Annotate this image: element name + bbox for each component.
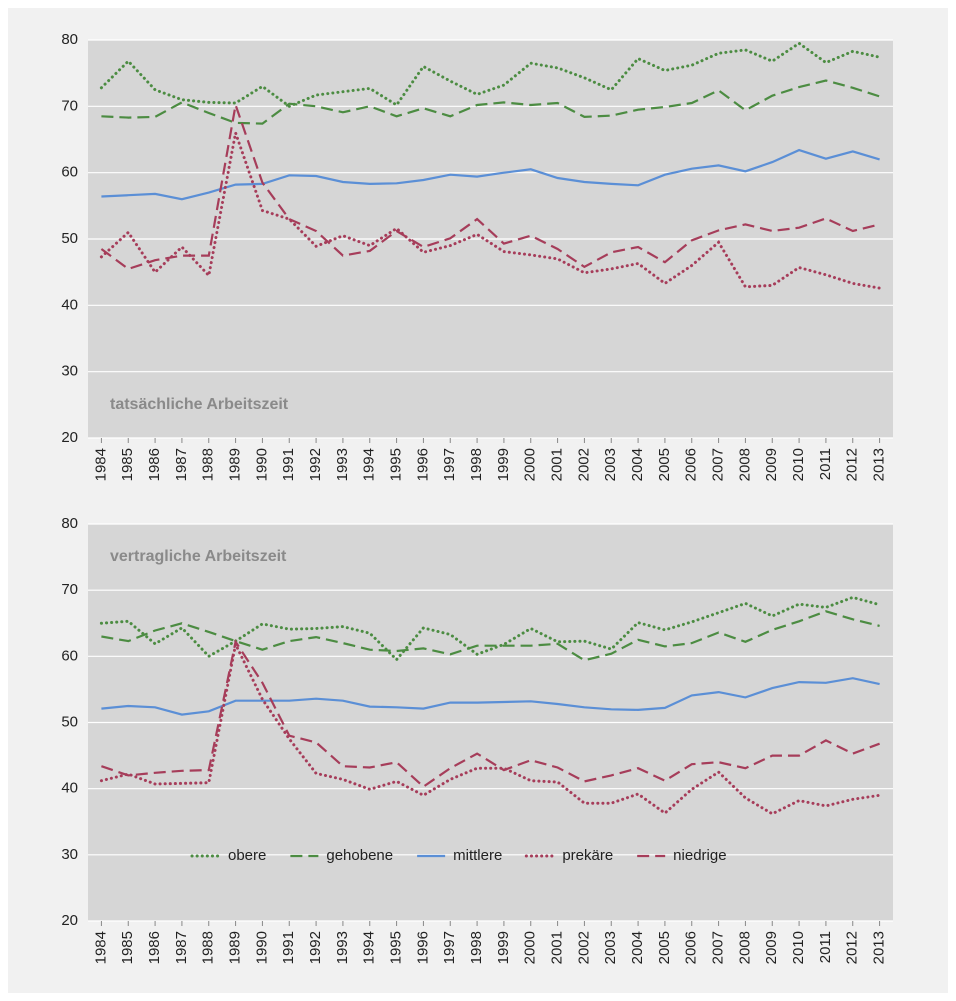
x-tick-label: 1991 (280, 448, 297, 481)
x-tick-label: 1986 (146, 931, 163, 964)
x-tick-label: 1994 (361, 931, 378, 964)
x-tick-label: 1990 (253, 448, 270, 481)
y-tick-label: 20 (61, 912, 78, 929)
series-line (99, 595, 882, 662)
x-tick-label: 2009 (763, 448, 780, 481)
x-tick-label: 2002 (575, 448, 592, 481)
x-tick-label: 1987 (173, 448, 190, 481)
x-tick-label: 1999 (495, 448, 512, 481)
x-tick-label: 1985 (119, 448, 136, 481)
x-tick-label: 2007 (710, 931, 727, 964)
x-tick-label: 2006 (683, 931, 700, 964)
x-tick-label: 1998 (468, 448, 485, 481)
x-tick-label: 1994 (361, 448, 378, 481)
x-tick-label: 2004 (629, 931, 646, 964)
x-tick-label: 1996 (414, 931, 431, 964)
x-tick-label: 2013 (871, 448, 888, 481)
legend-label: niedrige (673, 847, 726, 864)
x-tick-label: 1998 (468, 931, 485, 964)
annotation: vertragliche Arbeitszeit (110, 548, 287, 565)
y-tick-label: 30 (61, 846, 78, 863)
y-tick-label: 80 (61, 31, 78, 48)
x-tick-label: 2001 (549, 931, 566, 964)
x-tick-label: 1992 (307, 931, 324, 964)
x-tick-label: 2012 (844, 931, 861, 964)
x-tick-label: 1993 (334, 448, 351, 481)
x-tick-label: 2008 (736, 448, 753, 481)
series-line (99, 127, 882, 290)
x-tick-label: 1991 (280, 931, 297, 964)
x-tick-label: 1988 (200, 448, 217, 481)
y-tick-label: 80 (61, 515, 78, 532)
legend-label: gehobene (326, 847, 393, 864)
series-line (101, 148, 880, 201)
y-tick-label: 30 (61, 363, 78, 380)
x-tick-label: 2004 (629, 448, 646, 481)
series-line (101, 79, 880, 125)
legend: obere gehobene mittlere prekäre niedrige (190, 847, 727, 864)
x-tick-label: 1985 (119, 931, 136, 964)
x-tick-label: 2003 (602, 931, 619, 964)
x-tick-label: 1997 (441, 448, 458, 481)
y-tick-label: 70 (61, 581, 78, 598)
y-tick-label: 40 (61, 780, 78, 797)
series-line (99, 639, 882, 816)
x-tick-label: 1987 (173, 931, 190, 964)
x-tick-label: 2011 (817, 448, 834, 480)
y-tick-label: 20 (61, 429, 78, 446)
x-tick-label: 2006 (683, 448, 700, 481)
x-tick-label: 1995 (388, 931, 405, 964)
x-tick-label: 1996 (414, 448, 431, 481)
x-tick-label: 2009 (763, 931, 780, 964)
x-tick-label: 2008 (736, 931, 753, 964)
series-line (100, 100, 880, 271)
x-tick-label: 1989 (227, 448, 244, 481)
x-tick-label: 1993 (334, 931, 351, 964)
x-tick-label: 2000 (522, 448, 539, 481)
x-tick-label: 2007 (710, 448, 727, 481)
y-tick-label: 40 (61, 296, 78, 313)
x-tick-label: 2001 (549, 448, 566, 481)
y-tick-label: 60 (61, 164, 78, 181)
x-tick-label: 2012 (844, 448, 861, 481)
x-tick-label: 2005 (656, 931, 673, 964)
x-tick-label: 2013 (871, 931, 888, 964)
y-tick-label: 50 (61, 230, 78, 247)
x-tick-label: 1997 (441, 931, 458, 964)
x-tick-label: 1990 (253, 931, 270, 964)
x-tick-label: 1986 (146, 448, 163, 481)
x-tick-label: 2000 (522, 931, 539, 964)
x-tick-label: 1984 (92, 931, 109, 964)
y-tick-label: 70 (61, 97, 78, 114)
x-tick-label: 2010 (790, 931, 807, 964)
x-tick-label: 1992 (307, 448, 324, 481)
series-line (101, 677, 880, 716)
x-tick-label: 2010 (790, 448, 807, 481)
x-tick-label: 1995 (388, 448, 405, 481)
y-tick-label: 60 (61, 647, 78, 664)
series-line (99, 41, 882, 109)
legend-label: mittlere (453, 847, 502, 864)
legend-label: prekäre (562, 847, 613, 864)
x-tick-label: 1999 (495, 931, 512, 964)
series-line (101, 638, 880, 789)
x-tick-label: 2005 (656, 448, 673, 481)
x-tick-label: 1984 (92, 448, 109, 481)
x-tick-label: 2011 (817, 931, 834, 963)
x-tick-label: 1989 (227, 931, 244, 964)
legend-label: obere (228, 847, 266, 864)
x-tick-label: 1988 (200, 931, 217, 964)
x-tick-label: 2002 (575, 931, 592, 964)
x-tick-label: 2003 (602, 448, 619, 481)
y-tick-label: 50 (61, 713, 78, 730)
annotation: tatsächliche Arbeitszeit (110, 396, 289, 413)
series-line (101, 610, 880, 662)
